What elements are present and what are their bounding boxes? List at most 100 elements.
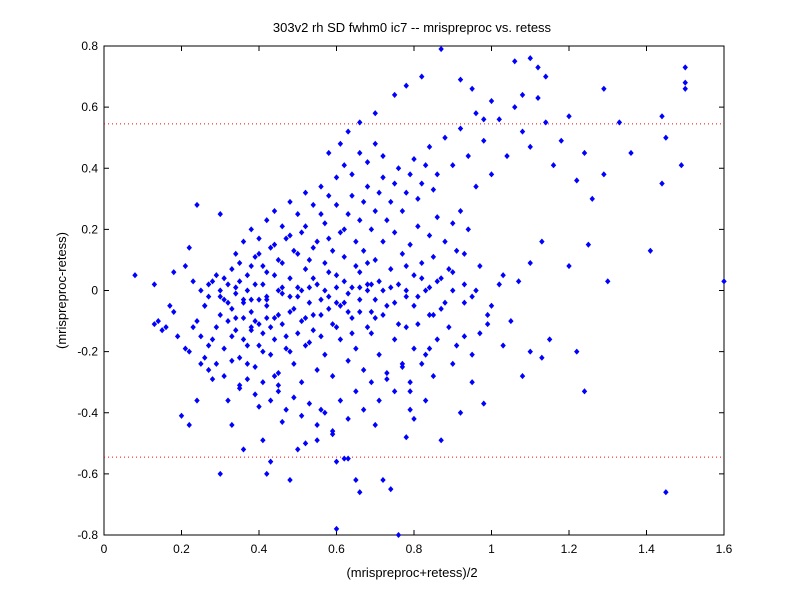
data-point bbox=[438, 46, 444, 53]
data-point bbox=[326, 269, 332, 276]
data-point bbox=[380, 238, 386, 245]
data-point bbox=[376, 351, 382, 358]
data-point bbox=[298, 379, 305, 386]
data-point bbox=[601, 85, 607, 92]
data-point bbox=[202, 302, 208, 309]
data-point bbox=[411, 415, 417, 422]
data-point bbox=[589, 195, 595, 202]
data-point bbox=[364, 183, 371, 190]
data-point bbox=[543, 119, 549, 126]
data-point bbox=[543, 73, 549, 80]
data-point bbox=[236, 385, 243, 392]
data-point bbox=[469, 351, 475, 358]
y-tick-label: -0.2 bbox=[77, 345, 98, 359]
data-point bbox=[376, 189, 382, 196]
data-point bbox=[252, 318, 258, 325]
data-point bbox=[171, 269, 177, 276]
data-point bbox=[186, 421, 192, 429]
data-point bbox=[248, 327, 254, 334]
data-point bbox=[225, 281, 231, 288]
data-point bbox=[391, 299, 398, 306]
data-point bbox=[360, 366, 367, 374]
data-point bbox=[267, 324, 274, 331]
data-point bbox=[457, 207, 464, 215]
data-point bbox=[260, 281, 266, 288]
data-point bbox=[535, 64, 541, 71]
data-point bbox=[333, 299, 340, 306]
data-point bbox=[264, 302, 270, 309]
data-point bbox=[368, 226, 375, 233]
x-tick-label: 0.2 bbox=[173, 542, 190, 556]
data-point bbox=[213, 324, 220, 331]
data-point bbox=[682, 64, 688, 71]
data-point bbox=[512, 104, 518, 111]
x-axis-label: (mrispreproc+retess)/2 bbox=[346, 565, 477, 580]
data-point bbox=[353, 345, 359, 352]
data-point bbox=[256, 296, 262, 303]
data-point bbox=[380, 476, 386, 484]
data-point bbox=[302, 189, 309, 196]
data-point bbox=[403, 434, 409, 441]
data-point bbox=[190, 324, 196, 331]
data-point bbox=[337, 336, 344, 343]
data-point bbox=[357, 489, 363, 496]
data-point bbox=[605, 278, 611, 285]
data-point bbox=[353, 238, 359, 245]
data-point bbox=[500, 272, 506, 279]
data-point bbox=[450, 360, 456, 367]
data-point bbox=[333, 284, 340, 291]
data-point bbox=[550, 162, 557, 169]
data-point bbox=[364, 259, 371, 267]
data-point bbox=[384, 302, 390, 309]
data-point bbox=[581, 388, 588, 395]
data-point bbox=[287, 476, 293, 484]
data-point bbox=[310, 201, 316, 208]
data-point bbox=[411, 156, 417, 163]
y-tick-label: -0.6 bbox=[77, 467, 98, 481]
data-point bbox=[240, 296, 247, 303]
data-point bbox=[457, 409, 464, 416]
data-point bbox=[182, 262, 189, 270]
data-point bbox=[240, 238, 247, 245]
chart-title: 303v2 rh SD fwhm0 ic7 -- mrispreproc vs.… bbox=[273, 20, 552, 35]
data-point bbox=[209, 376, 216, 383]
x-tick-label: 0 bbox=[101, 542, 108, 556]
data-point bbox=[372, 110, 378, 117]
data-point bbox=[302, 440, 309, 447]
data-point bbox=[357, 284, 363, 291]
data-point bbox=[244, 360, 251, 367]
data-point bbox=[341, 226, 347, 233]
data-point bbox=[426, 311, 433, 319]
data-point bbox=[469, 379, 475, 386]
data-point bbox=[403, 82, 409, 89]
data-point bbox=[244, 342, 251, 349]
data-point bbox=[372, 207, 378, 215]
data-point bbox=[434, 336, 440, 343]
data-point bbox=[442, 134, 448, 141]
data-point bbox=[186, 348, 192, 355]
data-point bbox=[411, 302, 417, 309]
data-point bbox=[434, 278, 440, 285]
data-point bbox=[174, 333, 181, 340]
data-point bbox=[225, 318, 231, 325]
data-point bbox=[415, 321, 421, 328]
data-point bbox=[326, 293, 332, 300]
data-point bbox=[515, 278, 522, 285]
data-point bbox=[217, 311, 223, 319]
data-point bbox=[271, 207, 278, 215]
data-point bbox=[295, 293, 301, 300]
data-point bbox=[558, 137, 564, 144]
data-point bbox=[360, 406, 367, 413]
data-point bbox=[275, 287, 282, 294]
data-point bbox=[349, 171, 355, 178]
data-point bbox=[438, 275, 444, 282]
data-point bbox=[151, 281, 158, 288]
data-point bbox=[256, 235, 262, 242]
data-point bbox=[407, 171, 413, 178]
data-point bbox=[256, 321, 262, 328]
data-point bbox=[205, 281, 212, 288]
data-point bbox=[190, 278, 196, 285]
data-point bbox=[461, 281, 468, 288]
data-point bbox=[647, 247, 654, 254]
